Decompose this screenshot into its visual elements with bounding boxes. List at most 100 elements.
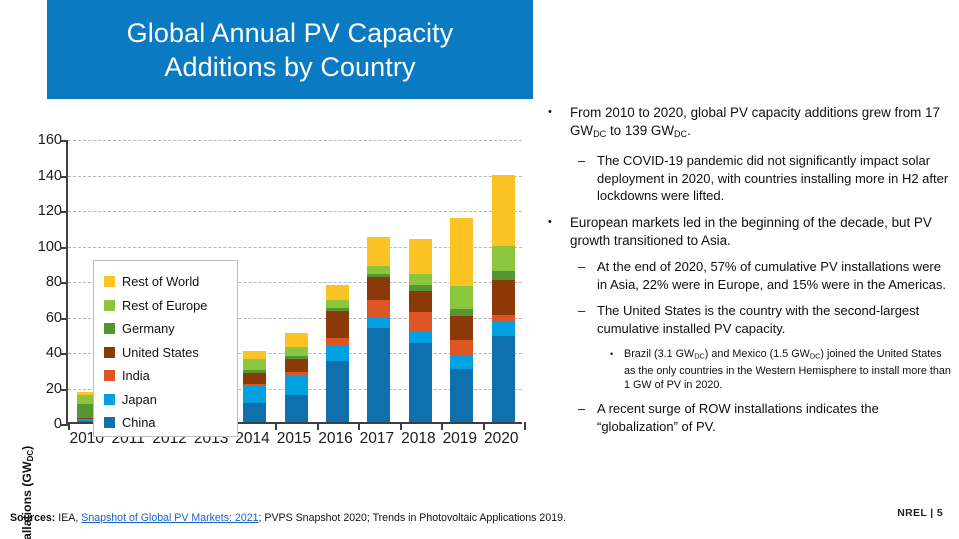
legend-swatch-icon: [104, 393, 115, 405]
bar-segment: [491, 314, 515, 322]
x-axis-tick: [275, 422, 278, 430]
bar-segment: [408, 273, 432, 286]
bullet-marker-icon: •: [548, 215, 552, 228]
bullet-marker-icon: •: [548, 106, 552, 118]
legend-item-label: Rest of World: [122, 274, 200, 290]
bar-segment: [77, 417, 101, 420]
legend-item-rest-of-world[interactable]: Rest of World: [104, 270, 227, 294]
gridline: [68, 140, 522, 141]
y-axis-tick-label: 0: [53, 416, 62, 432]
legend-swatch-icon: [104, 276, 115, 288]
legend-item-japan[interactable]: Japan: [104, 388, 227, 412]
bar-segment: [243, 403, 267, 422]
bullet-text: The United States is the country with th…: [597, 303, 920, 336]
gridline: [68, 175, 522, 177]
legend-item-united-states[interactable]: United States: [104, 341, 227, 365]
title-banner: Global Annual PV Capacity Additions by C…: [47, 0, 533, 99]
bar-segment: [367, 299, 391, 317]
bar-segment: [243, 373, 267, 385]
legend-item-label: China: [122, 415, 156, 431]
y-axis-tick: [60, 317, 68, 320]
bar-segment: [325, 299, 349, 309]
bar-segment: [77, 395, 101, 405]
y-axis-title-main: PV Annual Installations (GW: [20, 461, 34, 539]
bullet-text: A recent surge of ROW installations indi…: [597, 401, 879, 434]
sources-pre: IEA,: [55, 512, 82, 524]
bar-2016[interactable]: [325, 285, 349, 422]
gridline: [68, 246, 522, 248]
bullet-text: Brazil (3.1 GWDC) and Mexico (1.5 GWDC) …: [624, 347, 951, 391]
bar-segment: [450, 368, 474, 422]
sources-post: ; PVPS Snapshot 2020; Trends in Photovol…: [258, 512, 566, 524]
sources-footer: Sources: IEA, Snapshot of Global PV Mark…: [10, 512, 710, 524]
y-axis-tick-label: 60: [45, 309, 62, 326]
bullet-marker-icon: –: [578, 153, 586, 169]
bullet-marker-icon: –: [578, 259, 586, 275]
y-axis-tick-labels: 0 20 40 60 80 100 120 140 160: [22, 118, 62, 432]
y-axis-tick: [60, 246, 68, 249]
bar-segment: [284, 395, 308, 422]
bar-segment: [284, 371, 308, 376]
bullet-level-3: • Brazil (3.1 GWDC) and Mexico (1.5 GWDC)…: [610, 347, 953, 393]
bar-segment: [284, 333, 308, 348]
page-number: 5: [936, 508, 943, 519]
bar-segment: [284, 358, 308, 372]
bar-segment: [450, 356, 474, 369]
bar-segment: [367, 274, 391, 278]
bar-2020[interactable]: [491, 175, 515, 422]
bar-segment: [450, 339, 474, 357]
y-axis-tick-label: 80: [45, 274, 62, 290]
legend-item-label: Rest of Europe: [122, 297, 208, 313]
legend-item-china[interactable]: China: [104, 411, 227, 435]
sources-link[interactable]: Snapshot of Global PV Markets: 2021: [81, 512, 259, 524]
chart-legend: Rest of World Rest of Europe Germany United…: [93, 260, 238, 437]
x-axis-tick-label: 2016: [318, 430, 353, 447]
y-axis-title-suffix: ): [20, 445, 34, 450]
bar-segment: [450, 309, 474, 317]
y-axis-tick: [60, 140, 68, 142]
nrel-page-footer: NREL | 5: [897, 508, 943, 519]
bar-segment: [243, 359, 267, 371]
x-axis-tick-label: 2015: [276, 430, 312, 447]
bar-segment: [243, 384, 267, 386]
bar-segment: [408, 331, 432, 344]
legend-item-india[interactable]: India: [104, 364, 227, 388]
bullet-level-2: – The COVID-19 pandemic did not significa…: [578, 152, 953, 205]
bar-segment: [243, 370, 267, 374]
bar-segment: [77, 391, 101, 396]
bullet-marker-icon: •: [610, 348, 614, 359]
bar-2017[interactable]: [367, 237, 391, 422]
subscript: DC: [673, 128, 688, 139]
legend-item-rest-of-europe[interactable]: Rest of Europe: [104, 294, 227, 318]
y-axis-tick: [60, 175, 68, 178]
x-axis-tick: [399, 422, 402, 430]
bullet-level-2: – The United States is the country with t…: [578, 302, 953, 337]
bullet-marker-icon: –: [578, 303, 586, 319]
bar-2018[interactable]: [408, 239, 432, 422]
y-axis-tick-label: 20: [45, 380, 62, 397]
x-axis-tick: [358, 422, 361, 430]
y-axis-tick: [60, 282, 68, 284]
bar-2019[interactable]: [450, 217, 474, 422]
bar-segment: [367, 266, 391, 274]
bar-segment: [450, 316, 474, 340]
legend-item-germany[interactable]: Germany: [104, 317, 227, 341]
footer-separator: |: [930, 508, 934, 519]
bar-segment: [491, 271, 515, 280]
bullet-level-2: – A recent surge of ROW installations ind…: [578, 400, 953, 435]
bar-segment: [408, 312, 432, 332]
bar-segment: [284, 356, 308, 359]
x-axis-tick-label: 2019: [442, 430, 478, 447]
legend-swatch-icon: [104, 346, 115, 358]
bar-segment: [491, 245, 515, 272]
y-axis-tick-label: 100: [37, 238, 62, 255]
legend-swatch-icon: [104, 417, 115, 429]
x-axis-tick-label: 2018: [401, 430, 436, 447]
legend-swatch-icon: [104, 370, 115, 382]
bar-2015[interactable]: [284, 333, 308, 422]
bar-segment: [450, 217, 474, 287]
bar-segment: [408, 285, 432, 291]
bar-segment: [77, 419, 101, 421]
bar-2014[interactable]: [243, 351, 267, 422]
